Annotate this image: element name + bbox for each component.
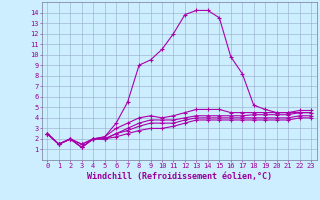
X-axis label: Windchill (Refroidissement éolien,°C): Windchill (Refroidissement éolien,°C) bbox=[87, 172, 272, 181]
